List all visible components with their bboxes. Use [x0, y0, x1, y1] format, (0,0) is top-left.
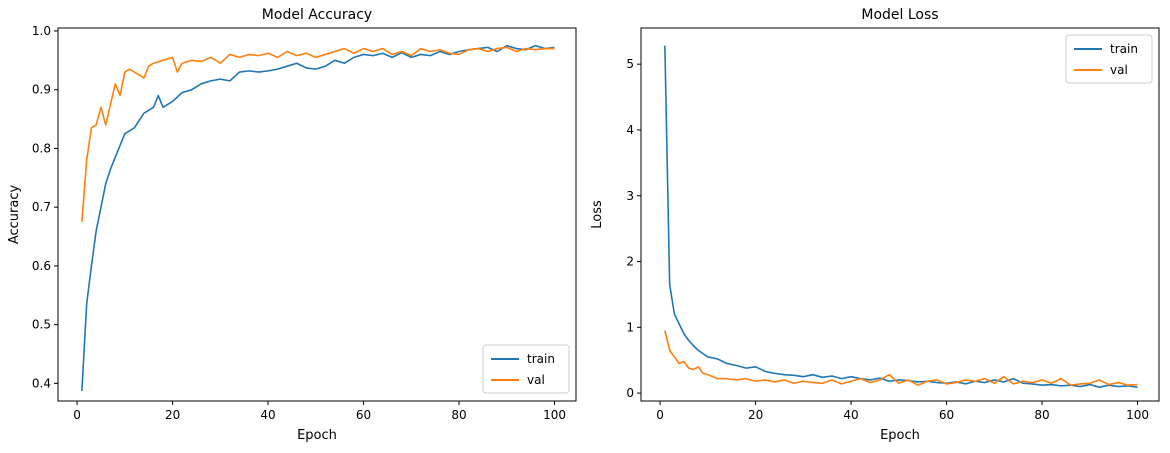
x-tick-label: 80	[1034, 408, 1049, 422]
x-tick-label: 100	[543, 408, 566, 422]
y-tick-label: 0.6	[32, 259, 51, 273]
x-tick-label: 100	[1126, 408, 1149, 422]
legend-box	[482, 344, 570, 394]
x-tick-label: 40	[843, 408, 858, 422]
x-tick-label: 20	[165, 408, 180, 422]
legend-label-val: val	[1110, 63, 1128, 77]
x-tick-label: 0	[73, 408, 81, 422]
y-tick-label: 0.9	[32, 83, 51, 97]
y-tick-label: 1	[626, 320, 634, 334]
legend: train val	[482, 344, 570, 394]
chart-title: Model Accuracy	[262, 7, 372, 23]
plot-frame	[640, 27, 1160, 402]
series-line-val	[81, 46, 555, 222]
legend-label-train: train	[527, 352, 555, 366]
y-tick-label: 0.8	[32, 141, 51, 155]
y-tick-label: 4	[626, 123, 634, 137]
y-tick-label: 0.4	[32, 376, 51, 390]
y-tick-label: 0.5	[32, 318, 51, 332]
legend: train val	[1065, 34, 1153, 84]
legend-label-train: train	[1110, 42, 1138, 56]
legend-label-val: val	[527, 373, 545, 387]
y-tick-label: 2	[626, 255, 634, 269]
x-axis-label: Epoch	[880, 428, 920, 443]
chart-title: Model Loss	[861, 7, 938, 23]
x-tick-label: 40	[260, 408, 275, 422]
y-tick-label: 0.7	[32, 200, 51, 214]
y-tick-label: 1.0	[32, 24, 51, 38]
x-tick-label: 60	[356, 408, 371, 422]
series-line-val	[664, 330, 1138, 387]
x-tick-label: 20	[748, 408, 763, 422]
x-tick-label: 80	[451, 408, 466, 422]
legend-box	[1065, 34, 1153, 84]
chart-panel-loss: 0 20 40 60 80 100 0 1 2 3 4 5 Model Loss Epoch Loss tra…	[590, 7, 1160, 443]
y-tick-label: 0	[626, 386, 634, 400]
y-tick-label: 5	[626, 57, 634, 71]
chart-panel-accuracy: 0 20 40 60 80 100 0.4 0.5 0.6 0.7 0.8 0.9 1.0 Model A…	[7, 7, 577, 443]
series-line-train	[664, 45, 1138, 388]
x-tick-label: 0	[656, 408, 664, 422]
x-tick-label: 60	[939, 408, 954, 422]
y-tick-label: 3	[626, 189, 634, 203]
plot-frame	[57, 27, 577, 402]
x-axis-label: Epoch	[297, 428, 337, 443]
y-axis-label: Accuracy	[7, 185, 22, 245]
y-axis-label: Loss	[590, 200, 605, 229]
